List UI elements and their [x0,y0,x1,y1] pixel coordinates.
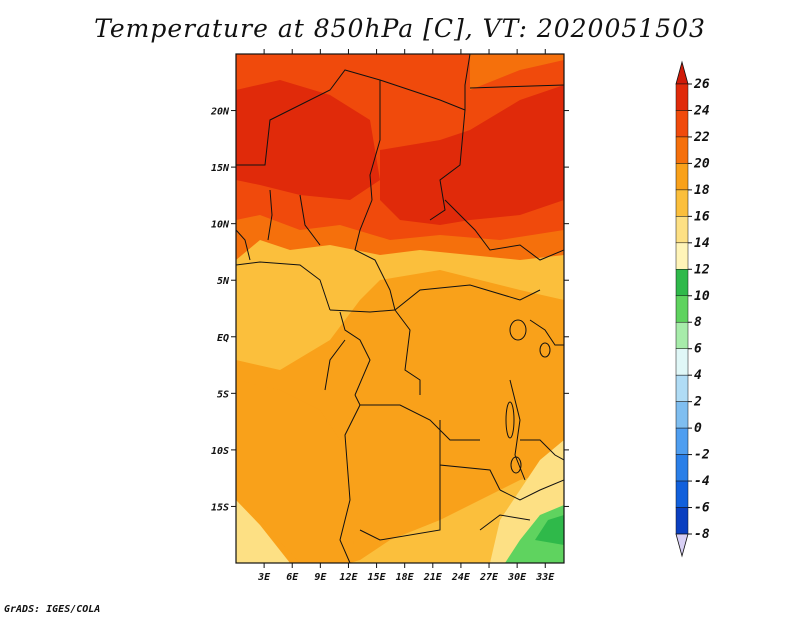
border-line [354,394,480,441]
lon-tick-label: 30E [507,572,527,583]
colorbar-label: 2 [693,395,702,410]
border-line [267,189,273,241]
colorbar-label: 24 [693,103,710,118]
lon-tick-label: 3E [257,572,271,583]
border-line [236,69,381,201]
colorbar-box [675,83,689,111]
field-hot-core-center [380,85,564,225]
border-line [439,420,501,491]
lon-tick-label: 15E [368,572,387,583]
field-green-southeast [505,505,564,563]
colorbar-label: 18 [694,183,710,198]
colorbar-label: -4 [694,474,710,489]
border-line [339,311,371,396]
lat-tick-label: 10N [211,220,230,231]
colorbar-label: 22 [693,130,710,145]
lake-outline [509,319,527,341]
lon-tick-label: 6E [286,572,299,583]
colorbar-label: -6 [694,501,710,516]
colorbar-label: 10 [694,289,710,304]
border-line [499,479,564,501]
lon-tick-label: 33E [535,572,555,583]
colorbar-box [675,295,689,323]
lon-tick-label: 12E [339,572,358,583]
lat-tick-label: EQ [217,333,229,344]
field-band-southwest [236,380,360,563]
colorbar-box [675,269,689,297]
colorbar-box [675,507,689,535]
lat-tick-label: 10S [211,446,229,457]
border-line [394,284,541,311]
border-line [339,404,361,563]
field-cool-southwest [236,500,290,563]
map-frame [235,53,565,564]
lat-tick-label: 20N [210,107,230,118]
colorbar-label: 14 [694,236,710,251]
colorbar-label: -8 [694,527,710,542]
lon-tick-label: 9E [314,572,327,583]
lon-tick-label: 24E [451,572,471,583]
border-line [299,194,321,246]
border-line [529,319,564,346]
colorbar-label: 0 [694,421,702,436]
country-borders [236,54,564,563]
border-line [236,229,251,261]
lat-tick-label: 5N [217,276,230,287]
colorbar-label: 26 [693,77,710,92]
lat-tick-label: 15S [211,502,229,513]
border-line [354,199,396,311]
lake-outline [539,342,551,358]
colorbar-label: 4 [694,368,702,383]
lon-tick-label: 21E [423,572,443,583]
lat-tick-label: 15N [211,163,230,174]
border-line [329,309,396,313]
colorbar-box [675,136,689,164]
colorbar-box [675,348,689,376]
lon-tick-label: 27E [479,572,499,583]
border-line [469,84,564,89]
colorbar-label: 12 [694,262,710,277]
border-line [509,379,526,481]
colorbar-label: -2 [694,448,710,463]
colorbar-box [675,454,689,482]
lake-outline [510,456,522,474]
colorbar-label: 6 [694,342,702,357]
border-line [359,465,441,541]
grads-credit: GrADS: IGES/COLA [4,604,101,615]
border-line [479,514,531,531]
colorbar-box [675,163,689,191]
lon-tick-label: 18E [396,572,415,583]
colorbar-box [675,242,689,270]
colorbar-box [675,321,689,349]
colorbar-label: 20 [693,156,710,171]
colorbar-box [675,427,689,455]
colorbar-label: 16 [694,209,710,224]
border-line [324,339,346,391]
colorbar-box [675,216,689,244]
colorbar-box [675,401,689,429]
lat-tick-label: 5S [217,389,229,400]
colorbar-label: 8 [694,315,702,330]
colorbar-box [675,189,689,217]
colorbar-box [675,480,689,508]
colorbar-top-arrow [675,60,689,85]
colorbar-box [675,110,689,138]
colorbar-bottom-arrow [675,533,689,558]
field-green-core [535,515,564,545]
colorbar-box [675,374,689,402]
border-line [236,261,331,311]
border-line [444,199,564,261]
border-line [520,439,564,461]
chart-title: Temperature at 850hPa [C], VT: 202005150… [94,14,706,43]
border-line [429,109,466,221]
border-line [394,309,421,395]
field-hot-core-west [236,80,380,200]
lat-axis: 20N 15N 10N 5N EQ 5S 10S 15S [210,107,569,513]
lon-axis: 3E 6E 9E 12E 15E 18E 21E 24E 27E 30E 33E [257,49,555,583]
lake-outline [505,401,515,439]
map-field [236,54,564,563]
